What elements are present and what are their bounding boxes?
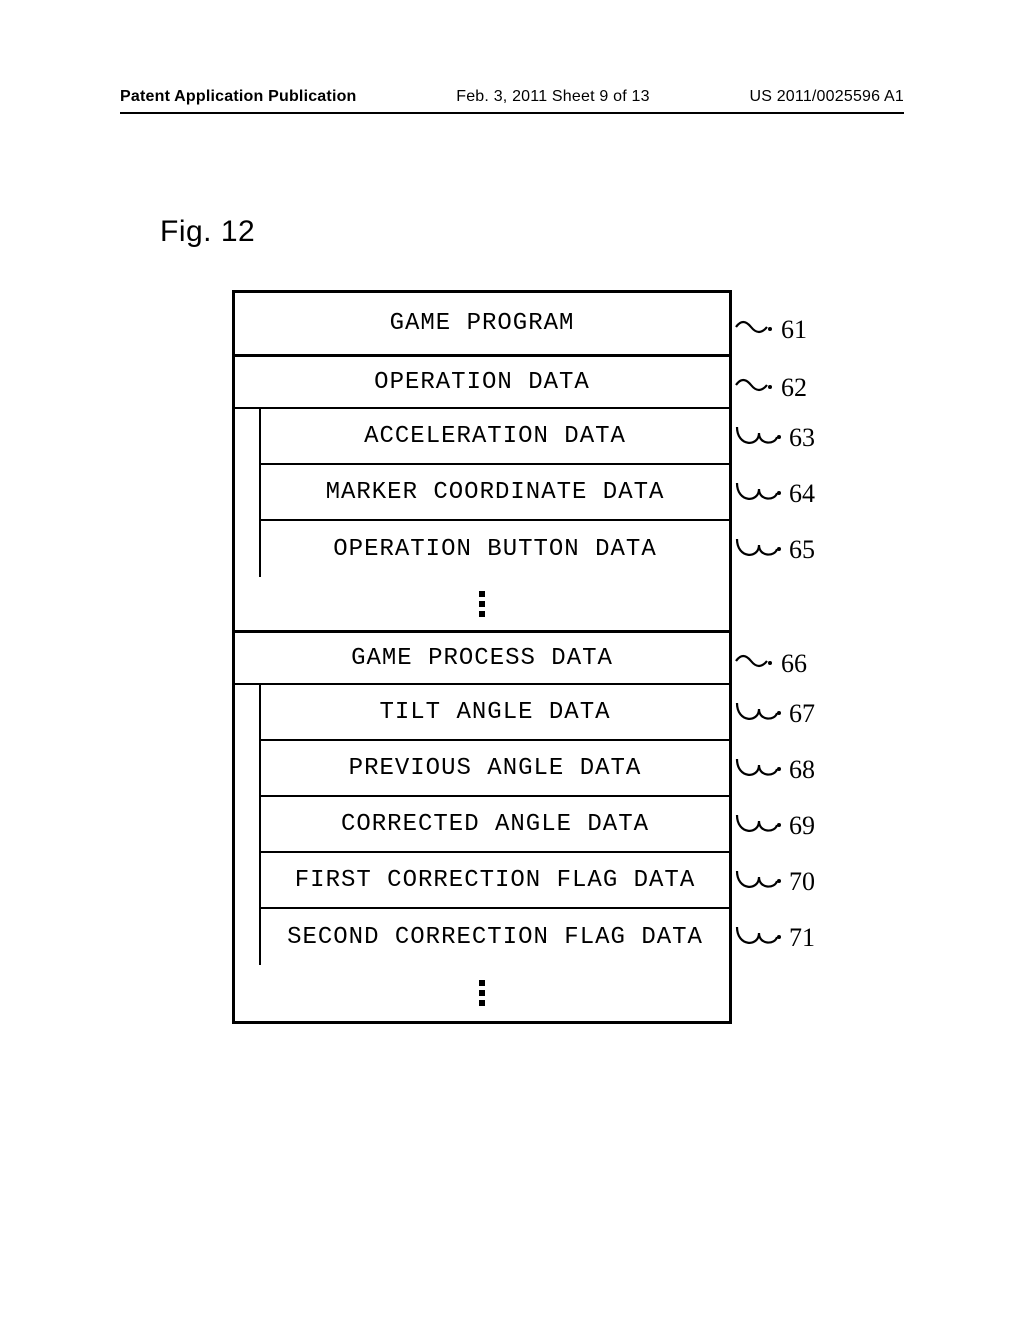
- reference-number: 67: [789, 699, 815, 729]
- memory-map-row: PREVIOUS ANGLE DATA68: [235, 741, 729, 797]
- memory-map-row: MARKER COORDINATE DATA64: [235, 465, 729, 521]
- leader-wave-icon: [735, 653, 775, 675]
- row-label: GAME PROCESS DATA: [351, 645, 613, 672]
- reference-number: 63: [789, 423, 815, 453]
- leader-wave-icon: [735, 377, 775, 399]
- reference-number: 62: [781, 373, 807, 403]
- header-right-text: US 2011/0025596 A1: [749, 88, 904, 106]
- memory-map-row: GAME PROGRAM61: [235, 293, 729, 357]
- row-label: SECOND CORRECTION FLAG DATA: [287, 924, 703, 951]
- figure-label: Fig. 12: [160, 215, 255, 249]
- memory-map-row: ACCELERATION DATA63: [235, 409, 729, 465]
- row-label: MARKER COORDINATE DATA: [326, 479, 665, 506]
- row-label: CORRECTED ANGLE DATA: [341, 811, 649, 838]
- header-rule: [120, 112, 904, 114]
- memory-map-row: FIRST CORRECTION FLAG DATA70: [235, 853, 729, 909]
- reference-callout: 63: [735, 423, 815, 453]
- reference-number: 70: [789, 867, 815, 897]
- memory-map-row: CORRECTED ANGLE DATA69: [235, 797, 729, 853]
- reference-callout: 61: [735, 315, 807, 345]
- reference-number: 71: [789, 923, 815, 953]
- memory-map-row: [235, 577, 729, 633]
- reference-callout: 68: [735, 755, 815, 785]
- row-label: GAME PROGRAM: [390, 310, 575, 337]
- row-label: PREVIOUS ANGLE DATA: [349, 755, 642, 782]
- reference-number: 65: [789, 535, 815, 565]
- reference-number: 69: [789, 811, 815, 841]
- memory-map-row: SECOND CORRECTION FLAG DATA71: [235, 909, 729, 965]
- leader-hook-icon: [735, 699, 783, 729]
- memory-map-row: GAME PROCESS DATA66: [235, 633, 729, 685]
- reference-number: 66: [781, 649, 807, 679]
- header-middle-text: Feb. 3, 2011 Sheet 9 of 13: [456, 88, 650, 106]
- reference-callout: 65: [735, 535, 815, 565]
- page-header: Patent Application Publication Feb. 3, 2…: [120, 88, 904, 106]
- memory-map-row: TILT ANGLE DATA67: [235, 685, 729, 741]
- reference-number: 61: [781, 315, 807, 345]
- memory-map-box: GAME PROGRAM61OPERATION DATA62ACCELERATI…: [232, 290, 732, 1024]
- row-label: TILT ANGLE DATA: [379, 699, 610, 726]
- row-label: FIRST CORRECTION FLAG DATA: [295, 867, 695, 894]
- leader-hook-icon: [735, 535, 783, 565]
- reference-callout: 71: [735, 923, 815, 953]
- leader-hook-icon: [735, 811, 783, 841]
- reference-number: 68: [789, 755, 815, 785]
- leader-hook-icon: [735, 867, 783, 897]
- reference-callout: 69: [735, 811, 815, 841]
- memory-map-row: OPERATION DATA62: [235, 357, 729, 409]
- reference-callout: 67: [735, 699, 815, 729]
- leader-wave-icon: [735, 319, 775, 341]
- row-label: ACCELERATION DATA: [364, 423, 626, 450]
- memory-map-row: OPERATION BUTTON DATA65: [235, 521, 729, 577]
- leader-hook-icon: [735, 755, 783, 785]
- row-label: OPERATION BUTTON DATA: [333, 536, 656, 563]
- memory-map-row: [235, 965, 729, 1021]
- row-label: OPERATION DATA: [374, 369, 590, 396]
- leader-hook-icon: [735, 423, 783, 453]
- leader-hook-icon: [735, 923, 783, 953]
- reference-callout: 62: [735, 373, 807, 403]
- reference-callout: 66: [735, 649, 807, 679]
- page: Patent Application Publication Feb. 3, 2…: [0, 0, 1024, 1320]
- reference-number: 64: [789, 479, 815, 509]
- reference-callout: 70: [735, 867, 815, 897]
- leader-hook-icon: [735, 479, 783, 509]
- reference-callout: 64: [735, 479, 815, 509]
- header-left-text: Patent Application Publication: [120, 88, 357, 106]
- memory-map-diagram: GAME PROGRAM61OPERATION DATA62ACCELERATI…: [232, 290, 732, 1024]
